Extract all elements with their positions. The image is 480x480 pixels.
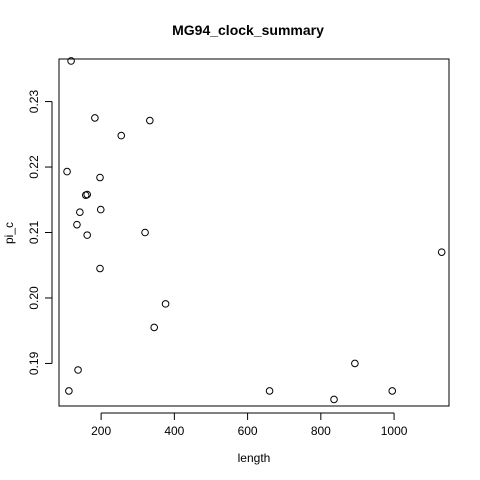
data-point bbox=[73, 220, 81, 229]
y-tick-label: 0.21 bbox=[27, 220, 41, 244]
y-tick-label: 0.20 bbox=[27, 286, 41, 310]
chart-title: MG94_clock_summary bbox=[172, 22, 324, 38]
data-point bbox=[83, 231, 91, 239]
data-point bbox=[330, 395, 338, 404]
x-axis-label: length bbox=[238, 451, 271, 465]
data-point bbox=[96, 264, 104, 273]
data-point bbox=[96, 173, 104, 182]
data-point bbox=[91, 114, 99, 122]
y-tick-label: 0.22 bbox=[27, 155, 41, 179]
x-axis: 200 400 600 800 1000 bbox=[91, 412, 408, 438]
x-tick-label: 200 bbox=[91, 424, 111, 438]
data-point bbox=[96, 205, 105, 214]
data-point bbox=[351, 359, 359, 368]
data-point bbox=[65, 387, 73, 395]
x-tick-label: 600 bbox=[238, 424, 258, 438]
data-point bbox=[117, 131, 126, 140]
y-tick-label: 0.19 bbox=[27, 351, 41, 375]
data-point bbox=[437, 248, 446, 256]
data-point bbox=[74, 366, 82, 374]
data-point bbox=[141, 228, 149, 237]
x-tick-label: 800 bbox=[311, 424, 331, 438]
x-tick-label: 1000 bbox=[381, 424, 408, 438]
data-point bbox=[63, 167, 71, 176]
y-axis: 0.19 0.20 0.21 0.22 0.23 bbox=[27, 90, 53, 375]
data-point bbox=[150, 323, 159, 332]
data-point bbox=[265, 387, 274, 395]
data-point bbox=[388, 387, 397, 395]
plot-frame bbox=[58, 58, 450, 407]
x-tick-label: 400 bbox=[164, 424, 184, 438]
data-points bbox=[63, 57, 446, 404]
data-point bbox=[76, 208, 84, 217]
data-point bbox=[67, 57, 75, 65]
y-axis-label: pi_c bbox=[2, 222, 16, 244]
y-tick-label: 0.23 bbox=[27, 90, 41, 114]
data-point bbox=[146, 116, 154, 125]
data-point bbox=[161, 300, 170, 308]
data-point bbox=[83, 190, 91, 199]
